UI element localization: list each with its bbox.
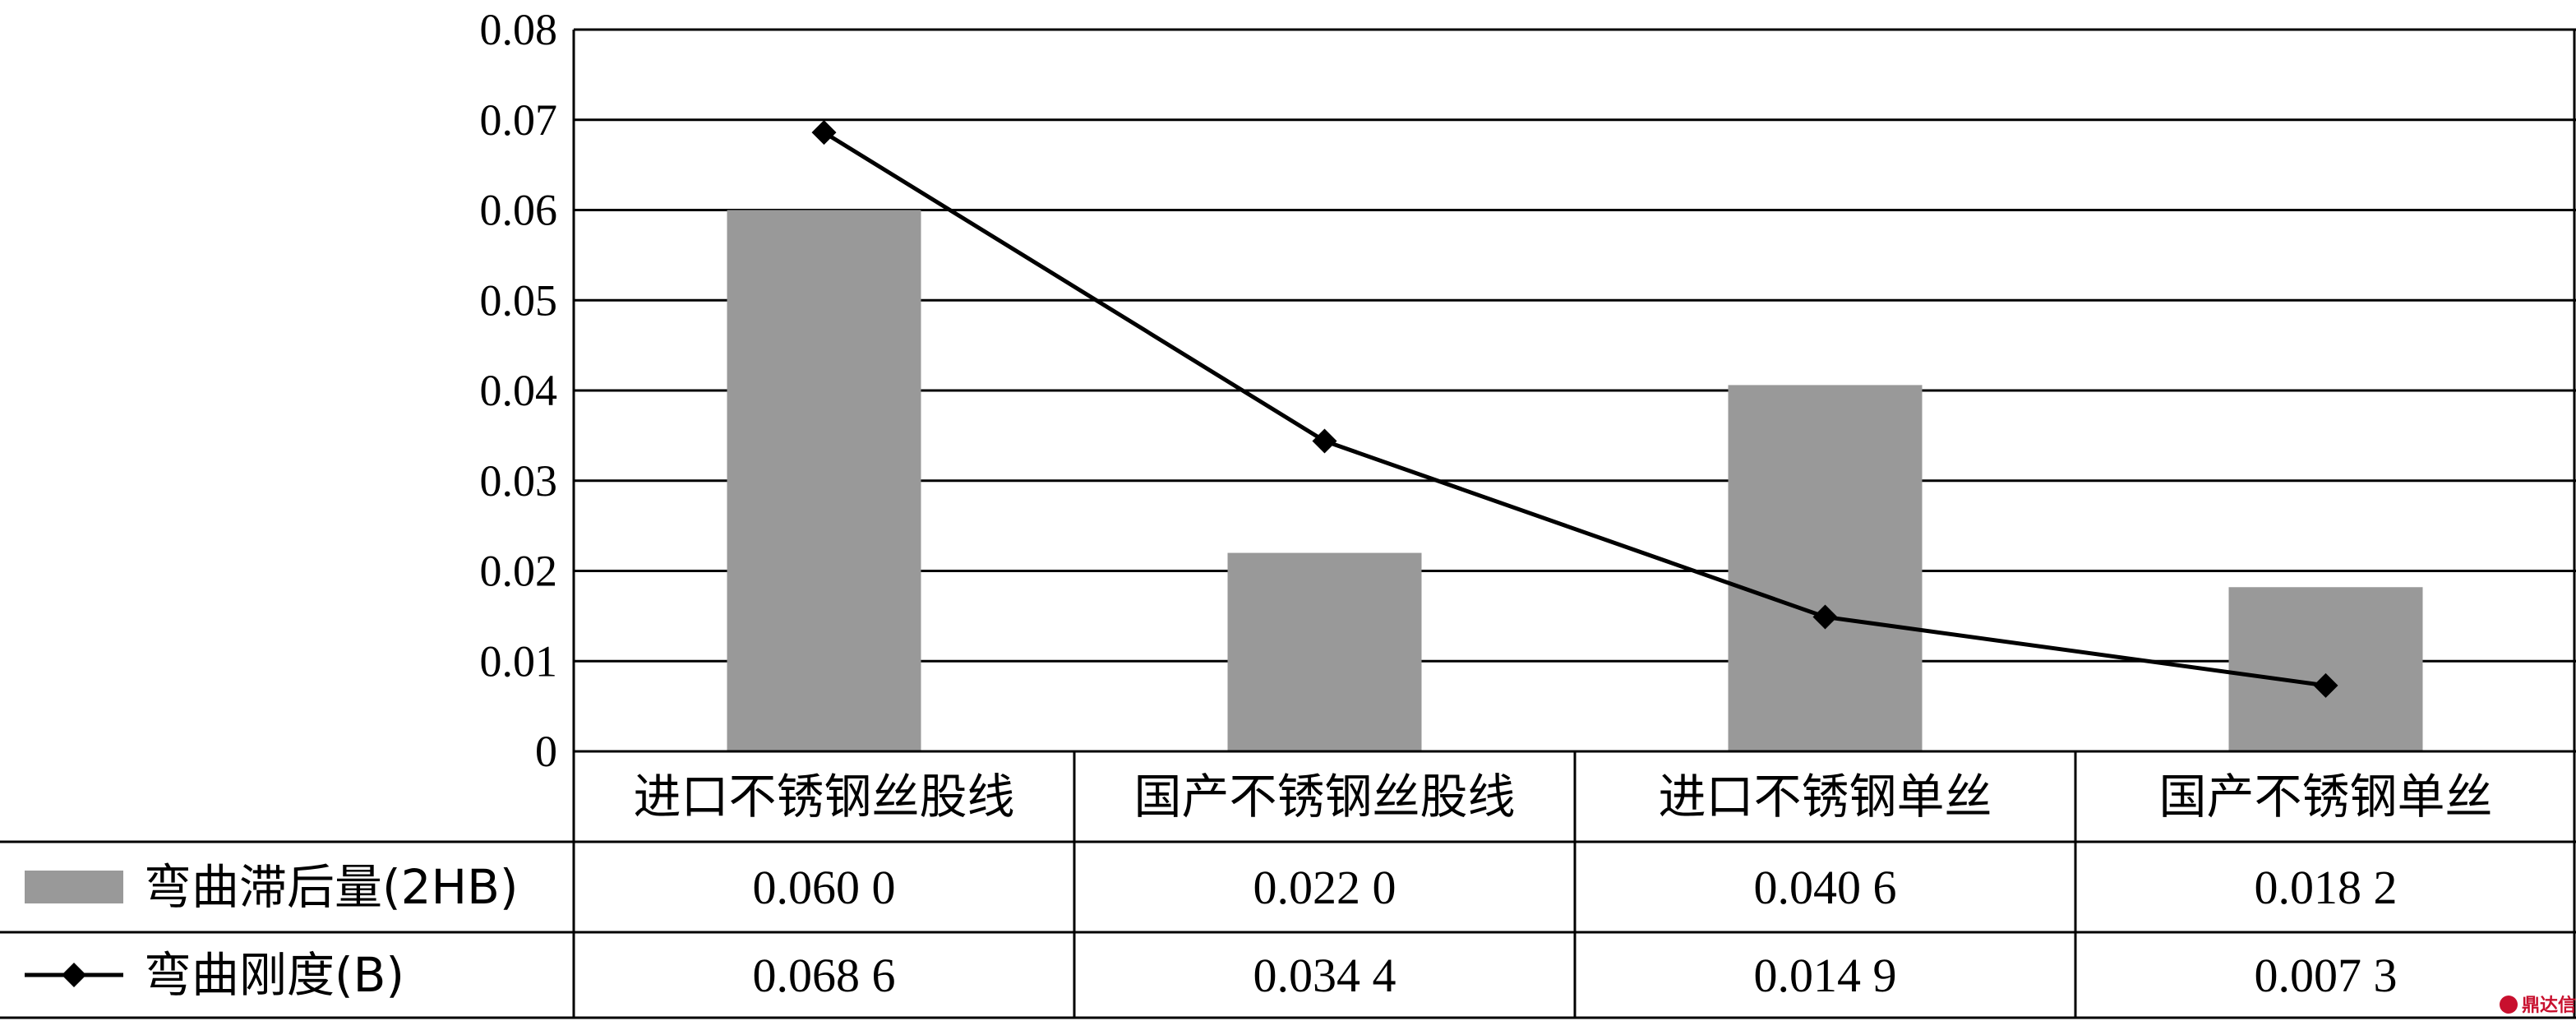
line-point [1812, 604, 1838, 630]
data-label: 0.034 4 [1253, 949, 1396, 1002]
y-tick-label: 0 [535, 727, 557, 776]
y-tick-labels: 0 0.01 0.02 0.03 0.04 0.05 0.06 0.07 0.08 [480, 5, 558, 776]
bar [727, 210, 921, 751]
watermark-logo-icon [2500, 996, 2518, 1014]
watermark-text: 鼎达信 [2522, 995, 2576, 1016]
y-tick-label: 0.06 [480, 186, 558, 235]
y-tick-label: 0.01 [480, 636, 558, 686]
category-label: 进口不锈钢丝股线 [633, 769, 1014, 825]
line-path [823, 130, 2326, 688]
legend-label: 弯曲刚度(B) [144, 947, 404, 1003]
line-series [811, 120, 2338, 698]
bar [2228, 587, 2423, 751]
bar [1728, 385, 1923, 751]
category-label: 国产不锈钢丝股线 [1133, 769, 1515, 825]
y-tick-label: 0.02 [480, 547, 558, 596]
legend-label: 弯曲滞后量(2HB) [144, 859, 519, 915]
data-label: 0.007 3 [2255, 949, 2398, 1002]
line-point [1312, 428, 1337, 454]
line-point [811, 120, 837, 146]
legend-line-marker [62, 963, 86, 987]
category-label: 国产不锈钢单丝 [2158, 769, 2492, 825]
watermark: 鼎达信 [2500, 995, 2576, 1016]
data-label: 0.040 6 [1754, 861, 1897, 914]
y-tick-label: 0.05 [480, 275, 558, 325]
data-label: 0.018 2 [2255, 861, 2398, 914]
legend-bar-swatch [25, 871, 123, 903]
y-tick-label: 0.03 [480, 456, 558, 506]
y-tick-label: 0.07 [480, 95, 558, 145]
y-tick-label: 0.04 [480, 366, 558, 415]
category-label: 进口不锈钢单丝 [1658, 769, 1992, 825]
bars [727, 210, 2423, 751]
y-tick-label: 0.08 [480, 5, 558, 54]
bar [1227, 552, 1422, 751]
line-point [2313, 672, 2338, 698]
data-label: 0.060 0 [753, 861, 896, 914]
data-label: 0.022 0 [1253, 861, 1396, 914]
data-table: 进口不锈钢丝股线 国产不锈钢丝股线 进口不锈钢单丝 国产不锈钢单丝弯曲滞后量(2HB)… [0, 30, 2576, 1019]
data-label: 0.014 9 [1754, 949, 1897, 1002]
data-label: 0.068 6 [753, 949, 896, 1002]
